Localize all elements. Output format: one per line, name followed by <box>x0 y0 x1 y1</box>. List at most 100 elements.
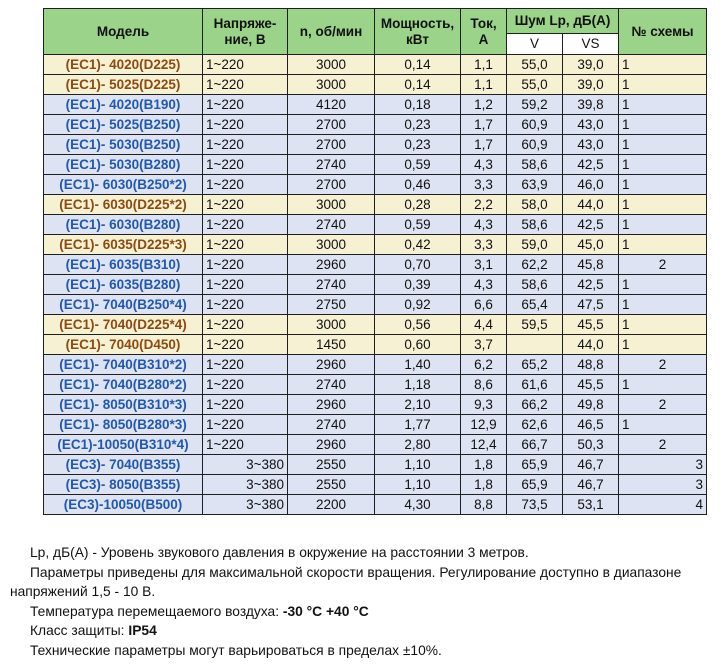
cell-rpm: 2740 <box>287 214 375 235</box>
cell-noise-vs: 45,8 <box>561 254 620 275</box>
cell-scheme: 3 <box>618 454 708 475</box>
header-current: Ток, А <box>460 8 507 55</box>
cell-power: 0,70 <box>374 254 461 275</box>
cell-noise-vs: 44,0 <box>561 334 620 355</box>
cell-model: (EC1)- 8050(B280*3) <box>43 414 203 435</box>
cell-voltage: 3~380 <box>202 454 288 475</box>
cell-noise-vs: 44,0 <box>561 194 620 215</box>
cell-noise-vs: 53,1 <box>561 494 620 515</box>
cell-voltage: 1~220 <box>202 134 288 155</box>
cell-voltage: 1~220 <box>202 194 288 215</box>
cell-noise-v: 58,6 <box>506 274 563 295</box>
cell-power: 2,80 <box>374 434 461 455</box>
cell-rpm: 4120 <box>287 94 375 115</box>
table-row: (EC1)- 5030(B250) 1~220 2700 0,23 1,7 60,9 43,… <box>43 134 708 155</box>
cell-model: (EC3)- 8050(B355) <box>43 474 203 495</box>
cell-scheme: 1 <box>618 134 708 155</box>
cell-scheme: 1 <box>618 94 708 115</box>
cell-voltage: 1~220 <box>202 94 288 115</box>
cell-current: 2,2 <box>460 194 507 215</box>
cell-power: 1,10 <box>374 454 461 475</box>
cell-rpm: 2200 <box>287 494 375 515</box>
table-row: (EC3)-10050(B500) 3~380 2200 4,30 8,8 73,5 53,… <box>43 494 708 515</box>
cell-current: 6,6 <box>460 294 507 315</box>
cell-power: 1,18 <box>374 374 461 395</box>
table-row: (EC1)- 6030(D225*2) 1~220 3000 0,28 2,2 58,0 4… <box>43 194 708 215</box>
cell-noise-v: 73,5 <box>506 494 563 515</box>
cell-rpm: 2740 <box>287 374 375 395</box>
cell-noise-v: 66,7 <box>506 434 563 455</box>
cell-noise-v: 65,4 <box>506 294 563 315</box>
cell-power: 0,92 <box>374 294 461 315</box>
cell-current: 1,1 <box>460 54 507 75</box>
cell-voltage: 1~220 <box>202 374 288 395</box>
cell-power: 0,23 <box>374 114 461 135</box>
cell-current: 1,2 <box>460 94 507 115</box>
cell-model: (EC1)- 6035(D225*3) <box>43 234 203 255</box>
table-header-row: Модель Напряже-ние, В n, об/мин Мощность… <box>43 8 708 55</box>
cell-scheme: 2 <box>618 354 708 375</box>
cell-model: (EC1)- 7040(B280*2) <box>43 374 203 395</box>
cell-voltage: 1~220 <box>202 434 288 455</box>
cell-current: 1,7 <box>460 134 507 155</box>
cell-voltage: 1~220 <box>202 334 288 355</box>
cell-power: 2,10 <box>374 394 461 415</box>
cell-model: (EC1)- 6030(B280) <box>43 214 203 235</box>
cell-voltage: 1~220 <box>202 154 288 175</box>
cell-noise-v: 55,0 <box>506 54 563 75</box>
table-row: (EC1)- 6035(B280) 1~220 2740 0,39 4,3 58,6 42,… <box>43 274 708 295</box>
cell-model: (EC1)- 6030(D225*2) <box>43 194 203 215</box>
cell-scheme: 2 <box>618 254 708 275</box>
cell-voltage: 3~380 <box>202 474 288 495</box>
cell-noise-v: 65,2 <box>506 354 563 375</box>
cell-voltage: 1~220 <box>202 114 288 135</box>
table-row: (EC1)- 7040(B310*2) 1~220 2960 1,40 6,2 65,2 4… <box>43 354 708 375</box>
cell-voltage: 3~380 <box>202 494 288 515</box>
cell-power: 0,23 <box>374 134 461 155</box>
cell-noise-v: 60,9 <box>506 114 563 135</box>
table-row: (EC1)- 6035(B310) 1~220 2960 0,70 3,1 62,2 45,… <box>43 254 708 275</box>
cell-power: 0,56 <box>374 314 461 335</box>
cell-scheme: 1 <box>618 334 708 355</box>
cell-voltage: 1~220 <box>202 294 288 315</box>
cell-power: 0,59 <box>374 154 461 175</box>
cell-model: (EC1)- 5025(B250) <box>43 114 203 135</box>
table-body: (EC1)- 4020(D225) 1~220 3000 0,14 1,1 55,0 39,… <box>43 54 708 515</box>
cell-noise-vs: 49,8 <box>561 394 620 415</box>
cell-rpm: 2550 <box>287 474 375 495</box>
cell-current: 6,2 <box>460 354 507 375</box>
cell-power: 0,14 <box>374 74 461 95</box>
cell-current: 8,6 <box>460 374 507 395</box>
cell-noise-vs: 46,5 <box>561 414 620 435</box>
cell-power: 0,18 <box>374 94 461 115</box>
table-row: (EC1)- 6030(B250*2) 1~220 2700 0,46 3,3 63,9 4… <box>43 174 708 195</box>
cell-voltage: 1~220 <box>202 174 288 195</box>
cell-current: 12,9 <box>460 414 507 435</box>
cell-power: 1,77 <box>374 414 461 435</box>
cell-rpm: 2740 <box>287 414 375 435</box>
cell-noise-vs: 46,7 <box>561 454 620 475</box>
table-row: (EC1)- 5030(B280) 1~220 2740 0,59 4,3 58,6 42,… <box>43 154 708 175</box>
cell-scheme: 4 <box>618 494 708 515</box>
cell-power: 0,28 <box>374 194 461 215</box>
cell-rpm: 3000 <box>287 74 375 95</box>
cell-model: (EC1)- 7040(B250*4) <box>43 294 203 315</box>
cell-power: 1,10 <box>374 474 461 495</box>
cell-current: 3,3 <box>460 174 507 195</box>
cell-noise-vs: 43,0 <box>561 134 620 155</box>
cell-voltage: 1~220 <box>202 254 288 275</box>
cell-noise-v: 65,9 <box>506 474 563 495</box>
cell-rpm: 2700 <box>287 114 375 135</box>
table-row: (EC1)- 6035(D225*3) 1~220 3000 0,42 3,3 59,0 4… <box>43 234 708 255</box>
table-row: (EC1)- 7040(B250*4) 1~220 2750 0,92 6,6 65,4 4… <box>43 294 708 315</box>
cell-scheme: 1 <box>618 414 708 435</box>
cell-voltage: 1~220 <box>202 394 288 415</box>
cell-noise-v: 61,6 <box>506 374 563 395</box>
header-scheme: № схемы <box>618 8 708 55</box>
table-row: (EC1)- 7040(D225*4) 1~220 3000 0,56 4,4 59,5 4… <box>43 314 708 335</box>
table-row: (EC1)- 8050(B280*3) 1~220 2740 1,77 12,9 62,6… <box>43 414 708 435</box>
note-temperature: Температура перемещаемого воздуха: -30 °… <box>10 602 722 622</box>
cell-scheme: 1 <box>618 374 708 395</box>
cell-model: (EC1)- 4020(D225) <box>43 54 203 75</box>
cell-rpm: 2960 <box>287 394 375 415</box>
